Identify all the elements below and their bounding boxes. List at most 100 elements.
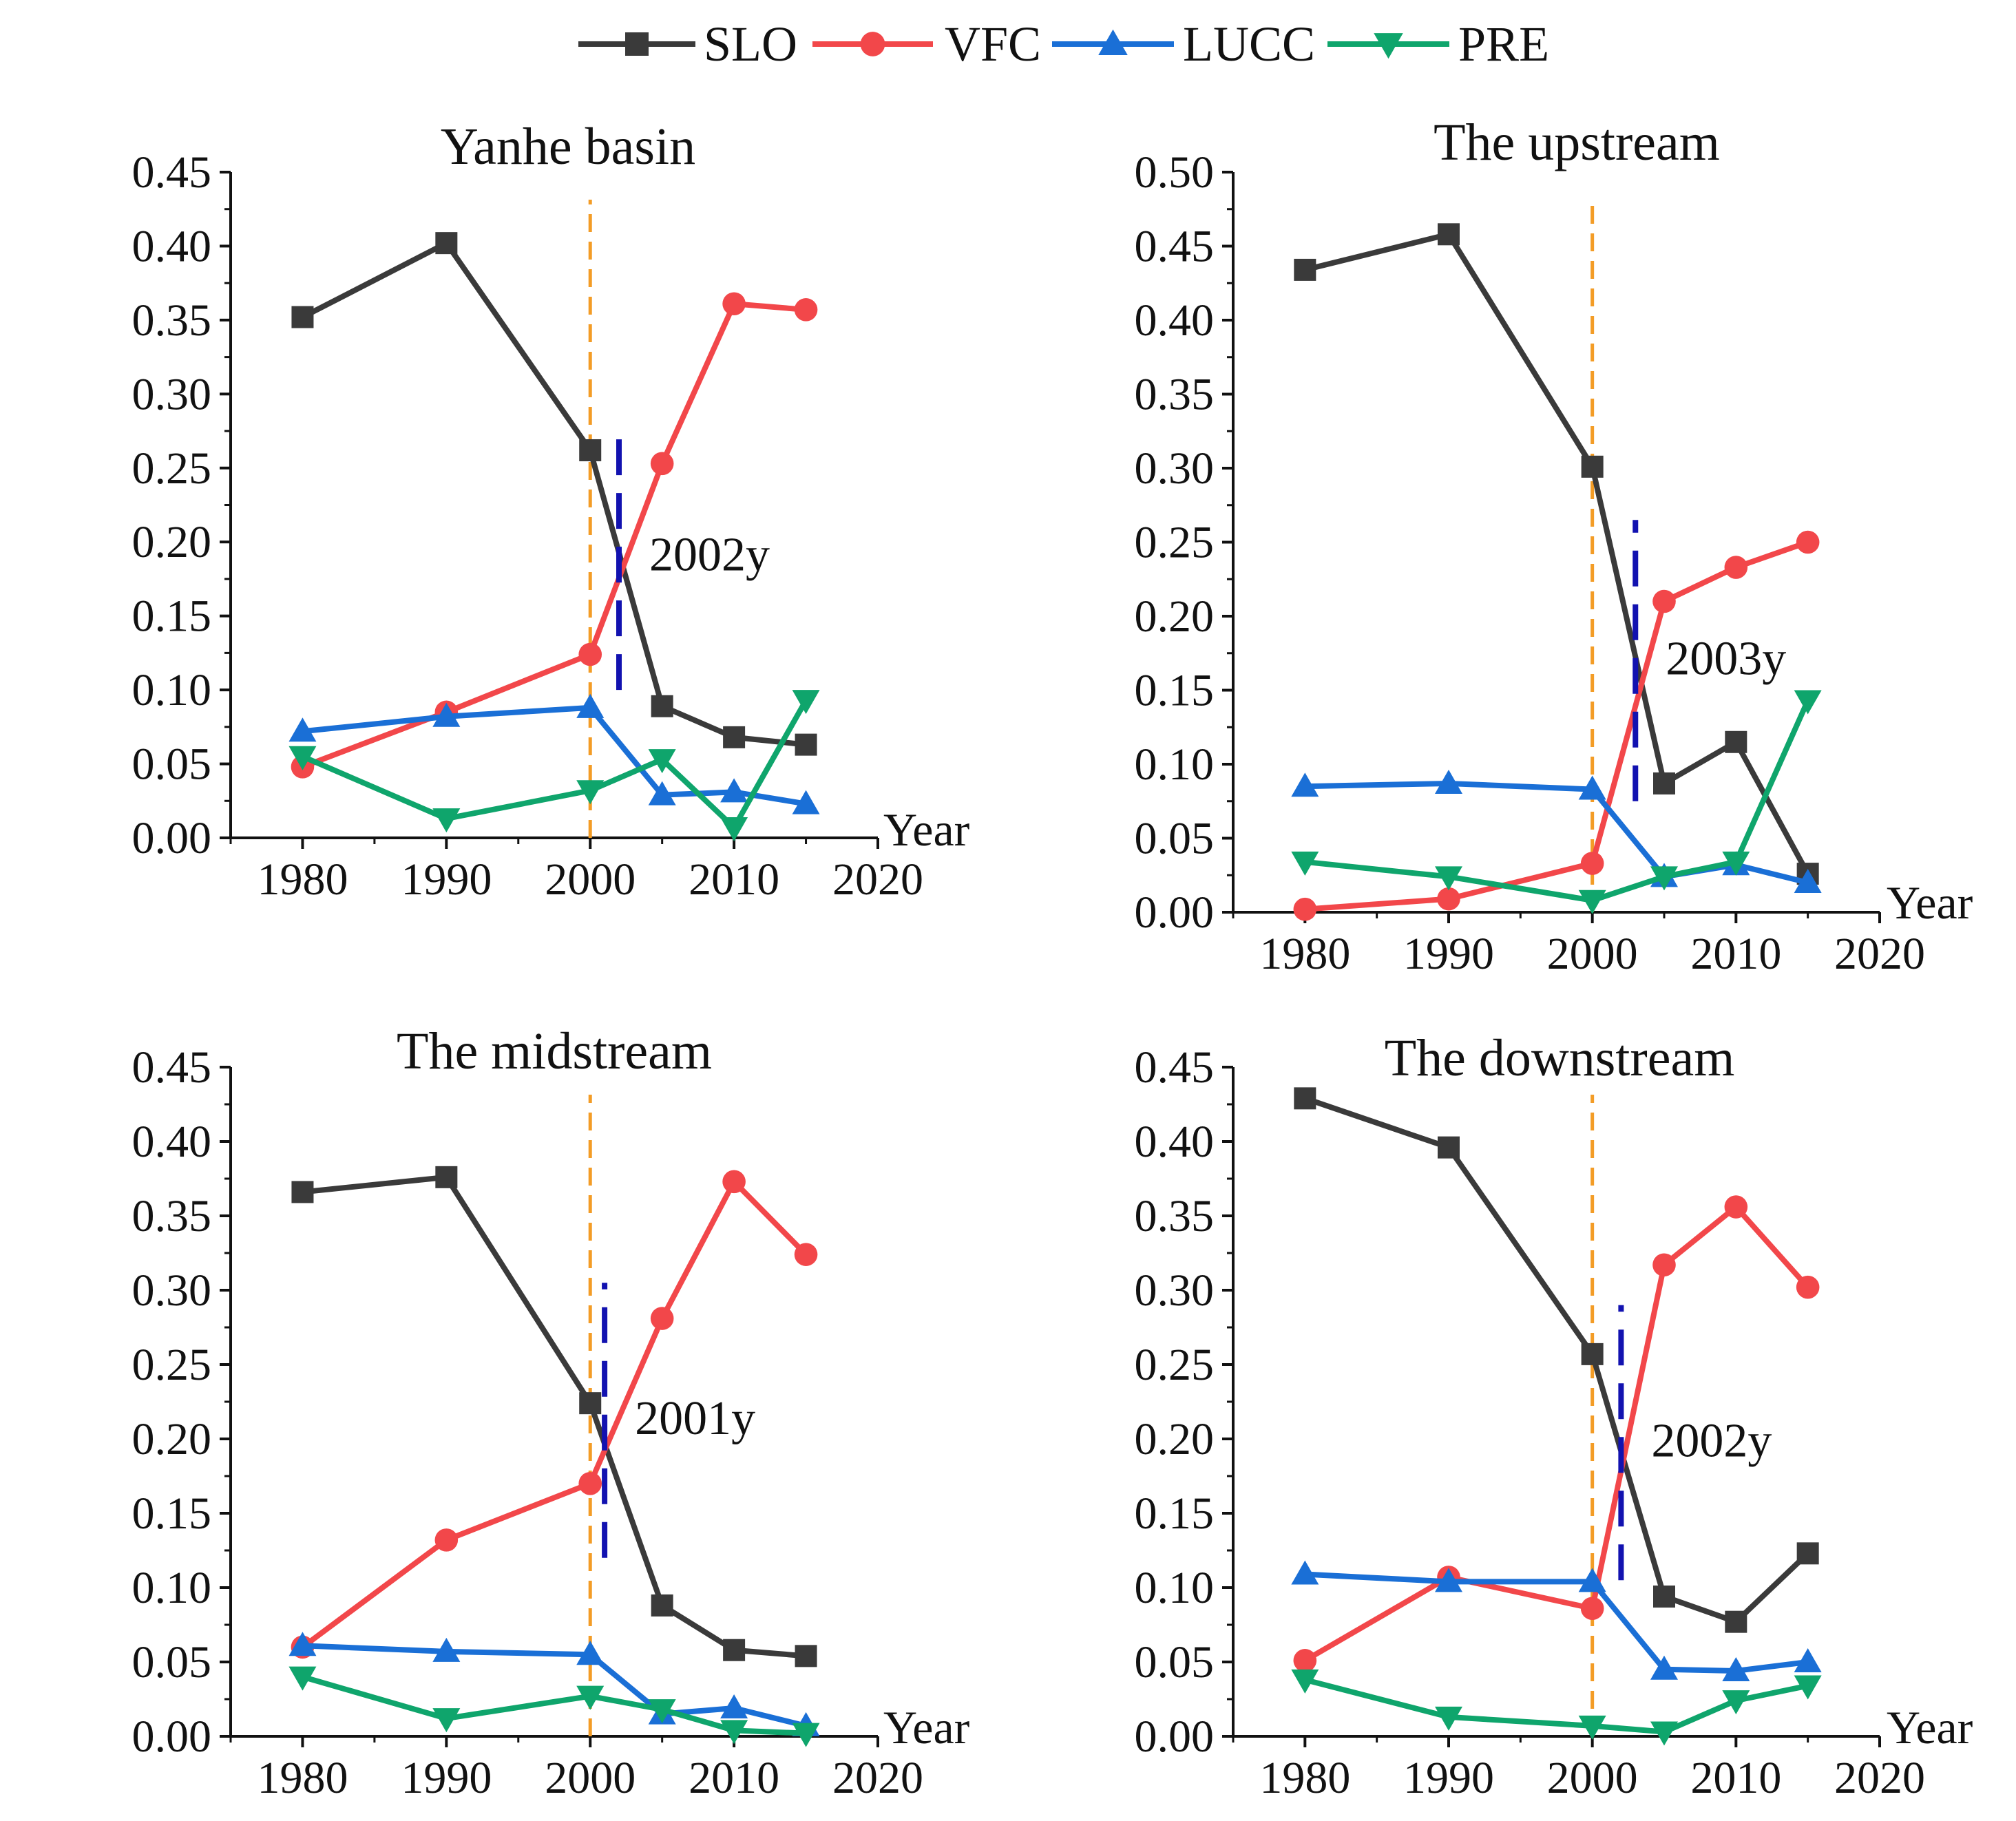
x-tick-label: 2000 [1547, 1753, 1638, 1803]
point-slo-2010 [1725, 1610, 1747, 1633]
x-tick-label: 2000 [545, 854, 636, 905]
series-vfc [1293, 1195, 1820, 1672]
series-vfc [1293, 530, 1820, 921]
series-lucc [1291, 769, 1822, 893]
point-pre-2005 [1650, 866, 1678, 891]
change-point-label: 2002y [649, 529, 770, 582]
y-tick-label: 0.20 [132, 517, 212, 567]
point-lucc-2005 [648, 781, 676, 806]
point-lucc-1980 [1291, 1560, 1319, 1585]
x-tick-label: 1990 [401, 854, 492, 905]
series-line-vfc [1303, 1204, 1810, 1663]
change-point-label: 2003y [1666, 633, 1786, 686]
point-lucc-2015 [1794, 869, 1822, 893]
y-tick-label: 0.25 [132, 1340, 212, 1390]
point-vfc-1980 [1293, 897, 1317, 921]
series-line-slo [1304, 231, 1811, 876]
y-tick-label: 0.40 [1135, 1117, 1215, 1167]
y-tick-label: 0.25 [1135, 1340, 1215, 1390]
point-slo-2000 [579, 439, 602, 461]
point-pre-1990 [432, 808, 461, 833]
point-slo-2000 [579, 1392, 602, 1415]
point-slo-2010 [723, 726, 746, 748]
point-vfc-2005 [1652, 1253, 1676, 1277]
y-tick-label: 0.45 [1135, 222, 1215, 272]
y-tick-label: 0.40 [132, 221, 212, 271]
x-tick-label: 2010 [1690, 1753, 1781, 1803]
legend-item-slo: SLO [578, 17, 797, 72]
y-tick-label: 0.25 [132, 443, 212, 494]
point-pre-2010 [720, 817, 748, 841]
x-tick-label: 1980 [1259, 1753, 1350, 1803]
y-tick-label: 0.35 [132, 295, 212, 346]
point-pre-2000 [576, 780, 605, 805]
series-line-slo [302, 1174, 806, 1659]
y-tick-label: 0.30 [132, 1265, 212, 1316]
y-tick-label: 0.00 [132, 1712, 212, 1762]
panel-the-upstream: 0.00 0.05 0.10 0.15 0.20 0.25 0.30 0.35 0.40 0.45… [1135, 114, 1973, 979]
point-pre-1980 [288, 1666, 317, 1691]
point-slo-2010 [723, 1639, 746, 1661]
point-lucc-2000 [576, 1641, 605, 1665]
point-pre-1990 [1435, 1706, 1462, 1731]
point-lucc-2015 [792, 790, 820, 814]
series-line-pre [1304, 699, 1811, 903]
x-tick-label: 1990 [1403, 929, 1494, 979]
series-pre [1291, 1669, 1822, 1746]
point-slo-2005 [1653, 1585, 1675, 1608]
point-lucc-2010 [720, 1694, 748, 1718]
point-slo-2005 [651, 1594, 673, 1617]
series-pre [288, 690, 820, 841]
x-axis-label: Year [1887, 1701, 1973, 1754]
series-line-lucc [1305, 780, 1809, 885]
legend-marker-slo [625, 32, 649, 56]
panel-title: The upstream [1434, 114, 1720, 171]
point-lucc-2015 [1794, 1648, 1822, 1672]
x-tick-label: 1990 [1403, 1753, 1494, 1803]
point-slo-1990 [1438, 1136, 1460, 1159]
point-lucc-1980 [288, 1632, 317, 1656]
y-tick-label: 0.10 [132, 1563, 212, 1613]
x-tick-label: 1980 [1259, 929, 1350, 979]
point-pre-2010 [1722, 1690, 1750, 1715]
series-line-lucc [1305, 1571, 1809, 1674]
point-lucc-1980 [288, 717, 317, 742]
y-tick-label: 0.30 [1135, 1265, 1215, 1316]
panel-the-downstream: 0.00 0.05 0.10 0.15 0.20 0.25 0.30 0.35 0.40 0.45… [1135, 1029, 1973, 1803]
series-line-vfc [1305, 539, 1809, 912]
point-pre-2005 [648, 749, 676, 774]
point-pre-2000 [576, 1685, 605, 1710]
x-tick-label: 2010 [1690, 929, 1781, 979]
panel-title: Yanhe basin [441, 118, 695, 176]
point-slo-1990 [1438, 223, 1460, 246]
point-vfc-2015 [1796, 530, 1820, 554]
x-axis-label: Year [1887, 876, 1973, 929]
legend-item-vfc: VFC [812, 17, 1041, 72]
y-tick-label: 0.50 [1135, 147, 1215, 198]
point-pre-1990 [432, 1708, 461, 1733]
point-lucc-2000 [576, 693, 605, 718]
series-slo [1294, 223, 1819, 885]
y-tick-label: 0.20 [1135, 591, 1215, 642]
point-pre-2010 [720, 1720, 748, 1745]
point-vfc-2015 [1796, 1275, 1820, 1299]
point-pre-2000 [1578, 890, 1606, 914]
y-tick-label: 0.00 [132, 813, 212, 863]
panel-title: The midstream [397, 1022, 712, 1080]
point-vfc-2010 [1724, 556, 1748, 579]
legend-label-vfc: VFC [945, 17, 1041, 72]
point-pre-2015 [792, 1723, 820, 1747]
y-tick-label: 0.35 [1135, 370, 1215, 420]
point-vfc-2005 [1652, 589, 1676, 613]
y-tick-label: 0.15 [132, 1488, 212, 1539]
panel-the-midstream: 0.00 0.05 0.10 0.15 0.20 0.25 0.30 0.35 0.40 0.45… [132, 1022, 970, 1803]
point-slo-1990 [435, 1166, 458, 1188]
y-tick-label: 0.45 [1135, 1042, 1215, 1093]
series-line-slo [1304, 1095, 1810, 1625]
y-tick-label: 0.10 [1135, 1563, 1215, 1613]
point-vfc-2015 [794, 298, 818, 322]
y-tick-label: 0.35 [132, 1191, 212, 1241]
point-slo-2015 [795, 1645, 817, 1667]
legend-marker-pre [1374, 33, 1403, 59]
